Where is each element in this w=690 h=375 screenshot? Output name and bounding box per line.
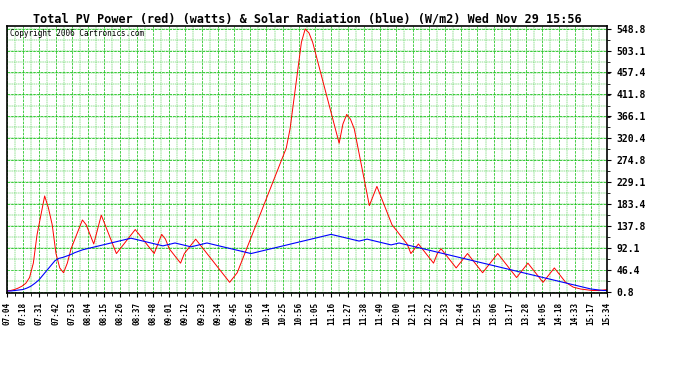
Title: Total PV Power (red) (watts) & Solar Radiation (blue) (W/m2) Wed Nov 29 15:56: Total PV Power (red) (watts) & Solar Rad… [32, 12, 582, 25]
Text: Copyright 2006 Cartronics.com: Copyright 2006 Cartronics.com [10, 29, 144, 38]
